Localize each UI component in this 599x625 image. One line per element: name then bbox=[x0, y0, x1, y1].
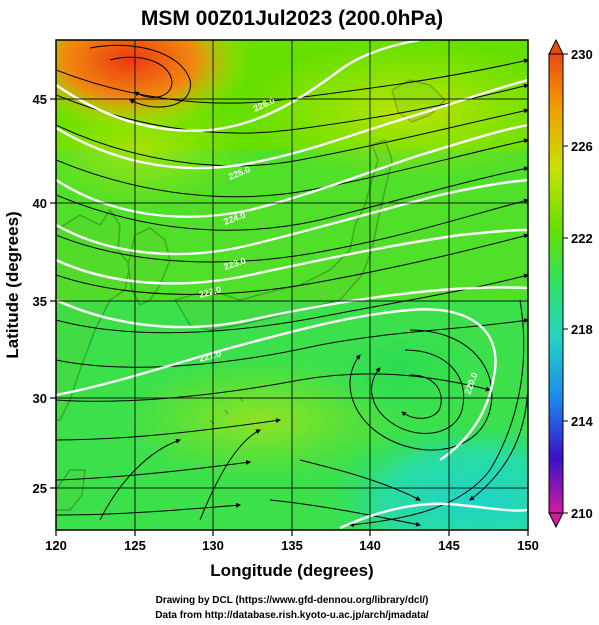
x-tick-140: 140 bbox=[359, 538, 381, 553]
colorbar-tick-230: 230 bbox=[571, 47, 593, 62]
y-tick-25: 25 bbox=[33, 481, 47, 496]
colorbar: 230 226 222 218 214 210 bbox=[548, 38, 593, 529]
y-tick-45: 45 bbox=[33, 92, 47, 107]
grid bbox=[56, 40, 528, 530]
isotherms bbox=[56, 40, 528, 530]
map-area: 226.0 225.0 224.0 223.0 222.0 221.0 220.… bbox=[56, 40, 528, 530]
y-tick-35: 35 bbox=[33, 294, 47, 309]
y-tick-30: 30 bbox=[33, 391, 47, 406]
colorbar-tick-218: 218 bbox=[571, 322, 593, 337]
x-tick-145: 145 bbox=[438, 538, 460, 553]
warm-region bbox=[56, 40, 250, 130]
colorbar-lower-arrow bbox=[548, 512, 564, 529]
y-tick-40: 40 bbox=[33, 196, 47, 211]
x-tick-150: 150 bbox=[517, 538, 539, 553]
credit-drawing: Drawing by DCL (https://www.gfd-dennou.o… bbox=[156, 595, 429, 606]
y-axis-ticks bbox=[50, 98, 56, 489]
x-tick-125: 125 bbox=[124, 538, 146, 553]
colorbar-upper-arrow bbox=[548, 38, 564, 55]
x-axis-ticks bbox=[55, 530, 529, 536]
x-tick-120: 120 bbox=[45, 538, 67, 553]
colorbar-scale bbox=[548, 53, 564, 514]
plot-title: MSM 00Z01Jul2023 (200.0hPa) bbox=[141, 7, 443, 30]
y-axis-label: Latitude (degrees) bbox=[3, 211, 22, 358]
x-tick-130: 130 bbox=[202, 538, 224, 553]
x-tick-135: 135 bbox=[281, 538, 303, 553]
colorbar-tick-210: 210 bbox=[571, 506, 593, 521]
colorbar-tick-226: 226 bbox=[571, 139, 593, 154]
colorbar-tick-214: 214 bbox=[571, 414, 593, 429]
x-axis-label: Longitude (degrees) bbox=[210, 561, 373, 580]
colorbar-tick-222: 222 bbox=[571, 231, 593, 246]
credit-data: Data from http://database.rish.kyoto-u.a… bbox=[155, 610, 429, 621]
